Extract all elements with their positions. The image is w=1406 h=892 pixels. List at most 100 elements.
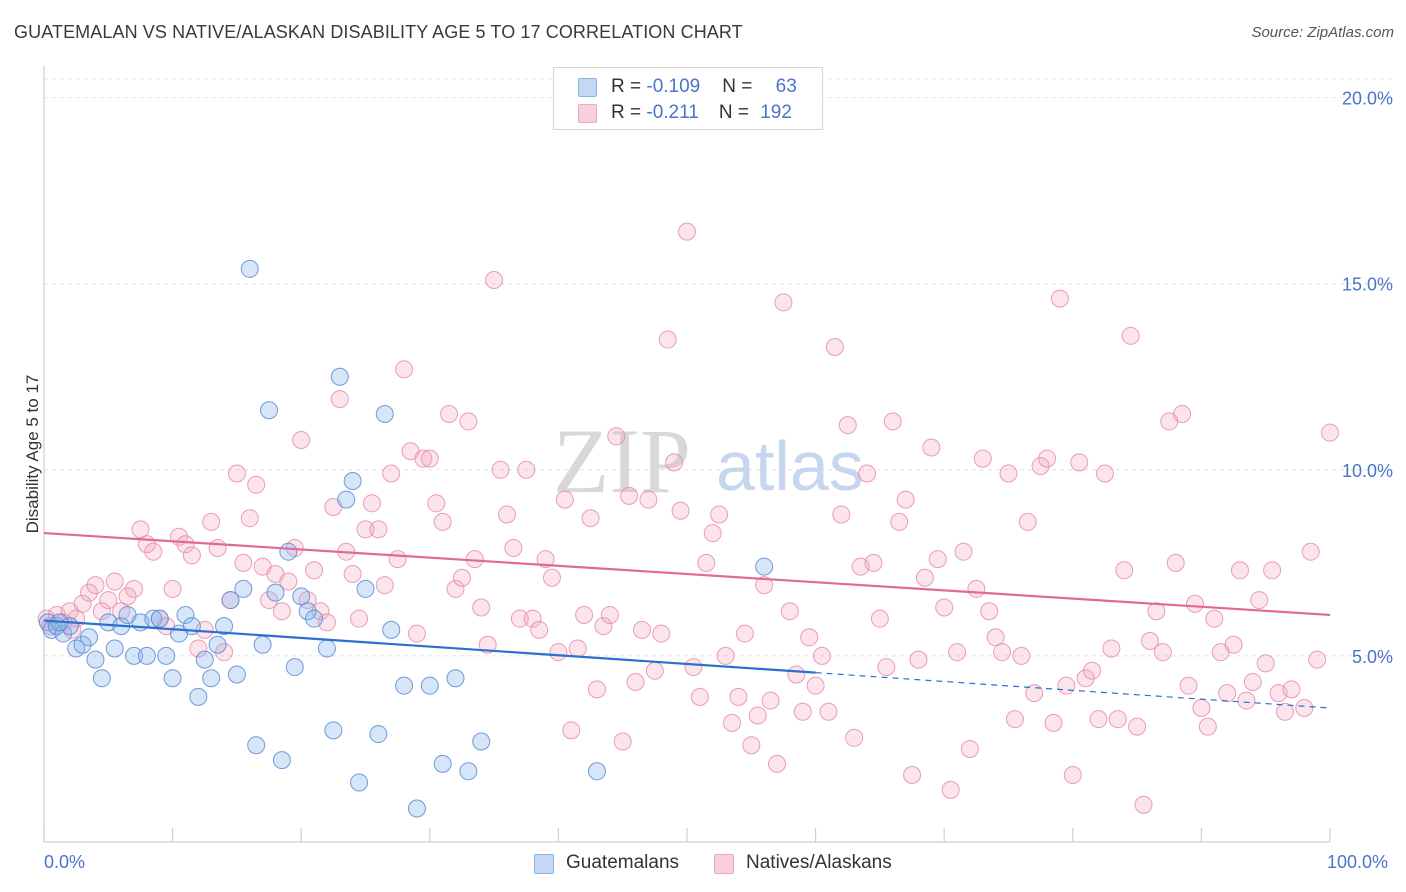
data-point-native: [1153, 643, 1172, 662]
data-point-native: [1089, 710, 1108, 729]
data-point-native: [928, 550, 947, 569]
data-point-native: [1198, 717, 1217, 736]
data-point-guatemalan: [272, 751, 291, 770]
data-point-native: [549, 643, 568, 662]
data-point-native: [710, 505, 729, 524]
data-point-native: [182, 546, 201, 565]
data-point-native: [530, 620, 549, 639]
bottom-legend-label-natives: Natives/Alaskans: [746, 852, 892, 873]
data-point-native: [427, 494, 446, 513]
trend-line-natives: [43, 531, 1331, 617]
data-point-native: [92, 602, 111, 621]
data-point-native: [1237, 691, 1256, 710]
data-point-native: [80, 583, 99, 602]
data-point-native: [1218, 684, 1237, 703]
data-point-native: [890, 512, 909, 531]
data-point-native: [838, 416, 857, 435]
data-point-guatemalan: [330, 367, 349, 386]
data-point-native: [330, 390, 349, 409]
data-point-native: [941, 780, 960, 799]
data-point-native: [825, 337, 844, 356]
data-point-native: [652, 624, 671, 643]
data-point-guatemalan: [86, 650, 105, 669]
data-point-guatemalan: [587, 762, 606, 781]
data-point-guatemalan: [755, 557, 774, 576]
data-point-native: [1140, 632, 1159, 651]
data-point-native: [350, 609, 369, 628]
data-point-native: [858, 464, 877, 483]
data-point-native: [1063, 766, 1082, 785]
data-point-native: [671, 501, 690, 520]
trend-line-guatemalans-extension: [815, 672, 1331, 709]
data-point-native: [163, 579, 182, 598]
data-point-guatemalan: [298, 602, 317, 621]
data-point-native: [414, 449, 433, 468]
data-point-native: [99, 591, 118, 610]
data-point-guatemalan: [240, 259, 259, 278]
data-point-native: [176, 535, 195, 554]
data-point-native: [1095, 464, 1114, 483]
watermark: ZIP atlas: [553, 410, 864, 512]
data-point-native: [1018, 512, 1037, 531]
data-point-native: [395, 360, 414, 379]
data-point-guatemalan: [356, 579, 375, 598]
data-point-native: [1038, 449, 1057, 468]
data-point-native: [452, 568, 471, 587]
data-point-guatemalan: [73, 635, 92, 654]
watermark-zip: ZIP: [553, 410, 691, 512]
data-point-native: [1115, 561, 1134, 580]
data-point-native: [1179, 676, 1198, 695]
data-point-guatemalan: [266, 583, 285, 602]
data-point-native: [678, 222, 696, 241]
data-point-native: [292, 431, 311, 450]
data-point-native: [723, 713, 742, 732]
data-point-native: [260, 591, 279, 610]
data-point-guatemalan: [176, 605, 195, 624]
data-point-native: [1205, 609, 1224, 628]
data-point-native: [935, 598, 954, 617]
data-point-native: [813, 646, 832, 665]
data-point-native: [517, 460, 536, 479]
data-point-native: [864, 553, 883, 572]
data-point-guatemalan: [137, 646, 156, 665]
data-point-native: [1076, 669, 1095, 688]
data-point-native: [1005, 710, 1024, 729]
data-point-native: [105, 572, 124, 591]
data-point-native: [568, 639, 587, 658]
data-point-guatemalan: [125, 646, 144, 665]
source-label: Source: ZipAtlas.com: [1251, 24, 1394, 41]
data-point-guatemalan: [317, 639, 336, 658]
data-point-native: [665, 453, 684, 472]
data-point-native: [1256, 654, 1275, 673]
data-point-native: [993, 643, 1012, 662]
watermark-atlas: atlas: [716, 427, 864, 505]
legend-r-value-2: -0.211: [646, 102, 699, 123]
data-point-native: [613, 732, 632, 751]
y-tick-labels: 5.0% 10.0% 15.0% 20.0%: [1342, 89, 1393, 667]
data-point-native: [131, 520, 150, 539]
bottom-legend-label-guatemalans: Guatemalans: [566, 852, 680, 873]
legend-swatch-pink: [578, 104, 597, 123]
data-point-native: [806, 676, 825, 695]
data-point-native: [555, 490, 574, 509]
data-point-native: [877, 658, 896, 677]
data-point-native: [247, 475, 266, 494]
data-point-native: [343, 565, 362, 584]
data-point-native: [388, 550, 407, 569]
data-point-native: [542, 568, 561, 587]
data-point-guatemalan: [234, 579, 253, 598]
data-point-native: [967, 579, 986, 598]
data-point-guatemalan: [382, 620, 401, 639]
data-point-native: [1166, 553, 1185, 572]
data-point-native: [1243, 672, 1262, 691]
data-point-native: [1044, 713, 1063, 732]
bottom-legend-swatch-blue: [534, 854, 554, 874]
data-point-native: [973, 449, 992, 468]
data-point-native: [240, 509, 259, 528]
data-point-guatemalan: [260, 401, 279, 420]
data-point-native: [1224, 635, 1243, 654]
data-point-guatemalan: [163, 669, 182, 688]
data-point-native: [896, 490, 915, 509]
trend-line-guatemalans: [43, 619, 816, 674]
